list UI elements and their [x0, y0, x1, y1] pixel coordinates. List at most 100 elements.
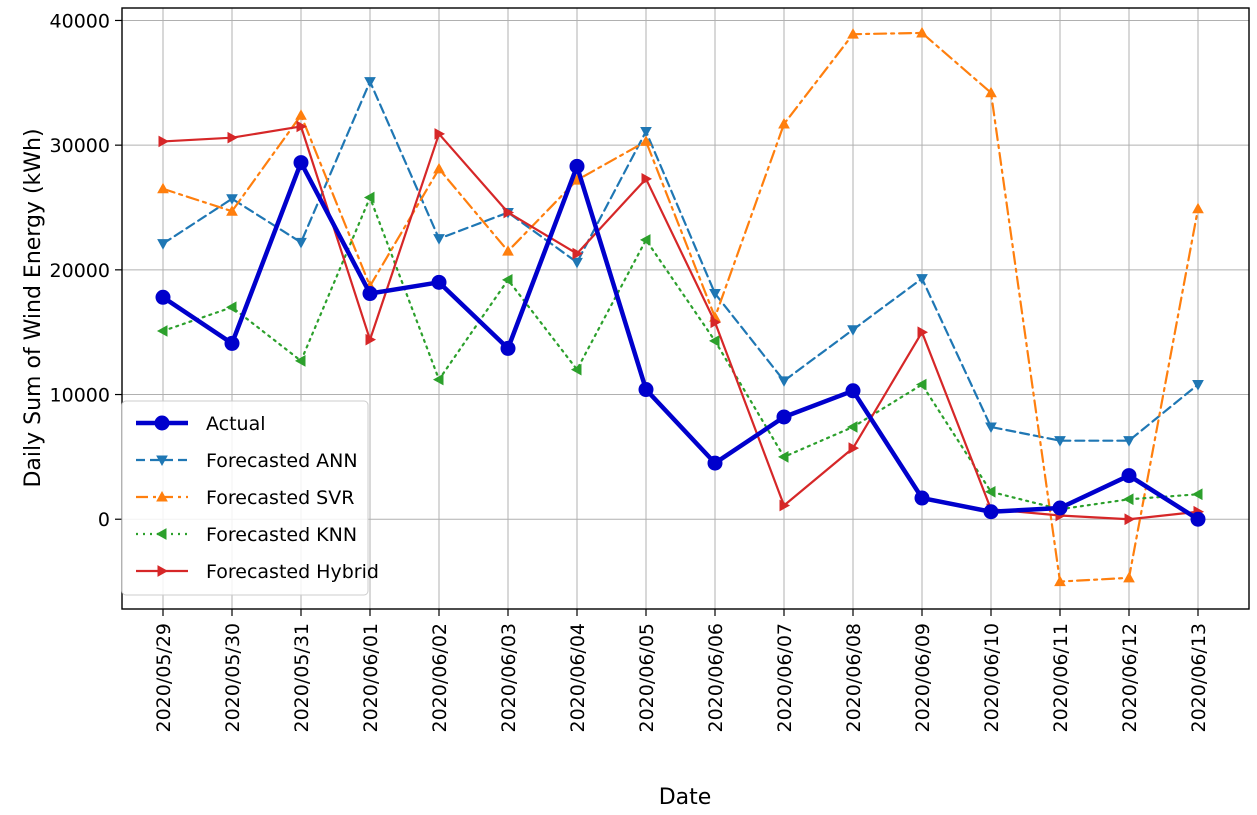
data-point [639, 234, 651, 246]
data-point [227, 131, 239, 144]
data-point [1123, 571, 1135, 583]
data-point [225, 301, 237, 314]
x-tick-label: 2020/06/06 [705, 623, 727, 733]
data-point [295, 237, 307, 249]
legend-entry: Forecasted SVR [136, 487, 354, 509]
data-point [569, 158, 585, 174]
data-point [294, 355, 306, 367]
data-point [155, 289, 171, 305]
data-point [156, 325, 168, 337]
data-point [572, 247, 584, 260]
data-point [915, 378, 927, 391]
legend-entry: Forecasted ANN [136, 450, 358, 472]
x-tick-label: 2020/06/11 [1050, 623, 1072, 733]
data-point [500, 340, 516, 356]
x-tick-label: 2020/06/05 [636, 623, 658, 733]
x-tick-label: 2020/05/31 [291, 623, 313, 733]
data-point [363, 191, 375, 204]
data-point [985, 422, 997, 433]
y-tick-label: 40000 [50, 10, 110, 32]
data-point [1122, 493, 1134, 506]
data-point [709, 289, 721, 300]
data-point [640, 126, 652, 138]
data-point [1054, 436, 1066, 447]
data-point [364, 77, 376, 88]
legend-label: Actual [206, 413, 266, 435]
legend-label: Forecasted SVR [206, 487, 354, 509]
x-tick-label: 2020/06/01 [360, 623, 382, 733]
x-tick-label: 2020/06/13 [1188, 623, 1210, 733]
series-line [161, 80, 1200, 442]
data-point [1191, 488, 1203, 501]
data-point [156, 490, 168, 502]
data-point [710, 316, 722, 329]
data-point [433, 234, 445, 245]
y-axis-title: Daily Sum of Wind Energy (kWh) [21, 128, 46, 487]
data-point [158, 135, 170, 148]
y-tick-label: 10000 [50, 385, 110, 407]
data-point [916, 26, 928, 38]
data-point [362, 286, 378, 302]
series-forecasted-knn [156, 191, 1203, 516]
data-point [224, 335, 240, 351]
data-point [226, 205, 238, 216]
legend-label: Forecasted ANN [206, 450, 358, 472]
data-point [778, 376, 790, 387]
x-tick-label: 2020/05/30 [222, 623, 244, 733]
data-point [983, 504, 999, 520]
data-point [432, 373, 444, 386]
data-point [155, 528, 167, 540]
data-point [157, 182, 169, 194]
data-point [157, 239, 169, 250]
x-tick-label: 2020/06/02 [429, 623, 451, 733]
data-point [846, 421, 858, 433]
legend-entry: Actual [136, 413, 266, 435]
data-point [638, 382, 654, 398]
data-point [984, 485, 996, 498]
data-point [707, 455, 723, 471]
y-tick-label: 20000 [50, 260, 110, 282]
data-point [1192, 380, 1204, 391]
data-point [917, 326, 929, 339]
data-point [778, 117, 790, 129]
data-point [779, 499, 791, 512]
x-tick-label: 2020/06/07 [774, 623, 796, 733]
data-point [503, 206, 515, 219]
data-point [916, 274, 928, 285]
data-point [845, 383, 861, 399]
x-tick-label: 2020/06/04 [567, 623, 589, 733]
data-point [847, 325, 859, 336]
x-tick-label: 2020/05/29 [153, 623, 175, 733]
data-point [154, 415, 170, 431]
data-point [1121, 468, 1137, 484]
y-tick-label: 0 [98, 509, 110, 531]
x-tick-label: 2020/06/12 [1119, 623, 1141, 733]
series-line [161, 196, 1200, 511]
legend-box [121, 400, 369, 596]
data-point [1054, 575, 1066, 587]
series-line [160, 160, 1201, 522]
data-point [502, 245, 514, 256]
data-point [157, 565, 169, 577]
legend-entry: Forecasted Hybrid [136, 561, 379, 583]
data-point [433, 162, 445, 174]
data-point [501, 273, 513, 286]
data-point [985, 86, 997, 98]
data-point [571, 257, 583, 269]
data-point [1192, 202, 1204, 214]
x-axis-title: Date [659, 785, 712, 810]
data-point [914, 490, 930, 506]
x-tick-label: 2020/06/03 [498, 623, 520, 733]
series-group [155, 26, 1206, 587]
data-point [434, 128, 446, 140]
y-tick-label: 30000 [50, 135, 110, 157]
data-point [1123, 436, 1135, 447]
data-point [293, 155, 309, 171]
data-point [708, 335, 720, 347]
data-point [640, 135, 652, 146]
data-point [1052, 500, 1068, 516]
data-point [847, 28, 859, 39]
x-tick-label: 2020/06/10 [981, 623, 1003, 733]
y-axis-ticks: 0 10000 20000 30000 40000 [50, 10, 122, 531]
